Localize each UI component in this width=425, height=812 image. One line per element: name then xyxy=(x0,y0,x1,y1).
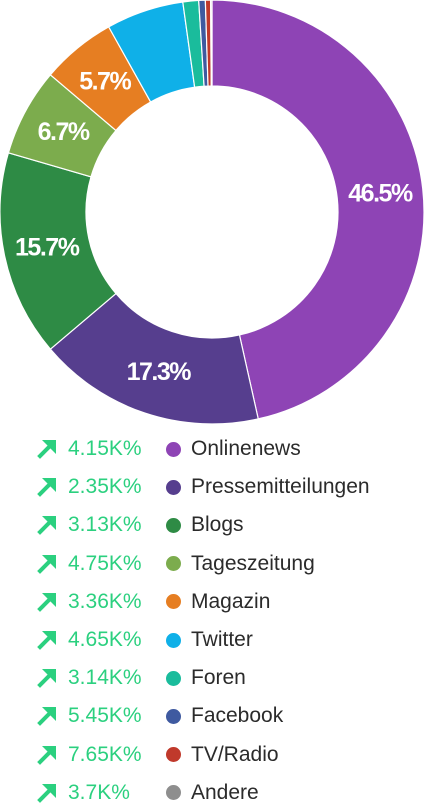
trend-value: 3.13K% xyxy=(68,513,142,537)
trend-value: 3.7K% xyxy=(68,780,130,804)
legend-swatch xyxy=(166,556,181,572)
legend-label: Pressemitteilungen xyxy=(191,475,370,499)
legend-swatch xyxy=(166,594,181,610)
slice-label-onlinenews: 46.5% xyxy=(348,179,413,207)
legend-label: TV/Radio xyxy=(191,742,279,766)
legend-item-tv-radio[interactable]: 7.65K% TV/Radio xyxy=(34,736,425,774)
legend-label: Blogs xyxy=(191,513,244,537)
arrow-up-right-icon xyxy=(34,703,60,729)
legend-label: Foren xyxy=(191,666,246,690)
slice-onlinenews[interactable] xyxy=(211,0,425,420)
legend-item-onlinenews[interactable]: 4.15K% Onlinenews xyxy=(34,430,425,468)
arrow-up-right-icon xyxy=(34,474,60,500)
trend-value: 3.14K% xyxy=(68,666,142,690)
legend-swatch xyxy=(166,479,181,495)
legend-swatch xyxy=(166,670,181,686)
legend-item-tageszeitung[interactable]: 4.75K% Tageszeitung xyxy=(34,545,425,583)
slice-label-magazin: 5.7% xyxy=(79,67,131,95)
legend-swatch xyxy=(166,632,181,648)
legend-item-blogs[interactable]: 3.13K% Blogs xyxy=(34,506,425,544)
arrow-up-right-icon xyxy=(34,742,60,768)
legend-item-magazin[interactable]: 3.36K% Magazin xyxy=(34,583,425,621)
arrow-up-right-icon xyxy=(34,589,60,615)
legend-item-andere[interactable]: 3.7K% Andere xyxy=(34,774,425,812)
legend-label: Twitter xyxy=(191,628,253,652)
trend-value: 4.15K% xyxy=(68,437,142,461)
slice-label-blogs: 15.7% xyxy=(15,233,80,261)
legend-swatch xyxy=(166,785,181,801)
legend-swatch xyxy=(166,747,181,763)
legend-item-facebook[interactable]: 5.45K% Facebook xyxy=(34,697,425,735)
arrow-up-right-icon xyxy=(34,780,60,806)
legend-item-twitter[interactable]: 4.65K% Twitter xyxy=(34,621,425,659)
slice-andere[interactable] xyxy=(210,0,213,87)
arrow-up-right-icon xyxy=(34,665,60,691)
legend-label: Magazin xyxy=(191,589,271,613)
legend-item-foren[interactable]: 3.14K% Foren xyxy=(34,659,425,697)
legend-label: Andere xyxy=(191,780,259,804)
slice-label-tageszeitung: 6.7% xyxy=(38,118,90,146)
trend-value: 4.75K% xyxy=(68,551,142,575)
arrow-up-right-icon xyxy=(34,627,60,653)
trend-value: 4.65K% xyxy=(68,628,142,652)
trend-value: 5.45K% xyxy=(68,704,142,728)
legend-label: Onlinenews xyxy=(191,437,301,461)
legend-swatch xyxy=(166,517,181,533)
chart-legend: 4.15K% Onlinenews 2.35K% Pressemitteilungen… xyxy=(34,430,425,812)
arrow-up-right-icon xyxy=(34,512,60,538)
arrow-up-right-icon xyxy=(34,436,60,462)
legend-swatch xyxy=(166,708,181,724)
trend-value: 2.35K% xyxy=(68,475,142,499)
legend-swatch xyxy=(166,441,181,457)
donut-chart: 46.5% 17.3% 15.7% 6.7% 5.7% xyxy=(0,0,425,425)
trend-value: 7.65K% xyxy=(68,742,142,766)
legend-label: Facebook xyxy=(191,704,284,728)
legend-item-pressemitteilungen[interactable]: 2.35K% Pressemitteilungen xyxy=(34,468,425,506)
slice-label-pressemitteilungen: 17.3% xyxy=(127,358,192,386)
arrow-up-right-icon xyxy=(34,551,60,577)
legend-label: Tageszeitung xyxy=(191,551,315,575)
trend-value: 3.36K% xyxy=(68,589,142,613)
